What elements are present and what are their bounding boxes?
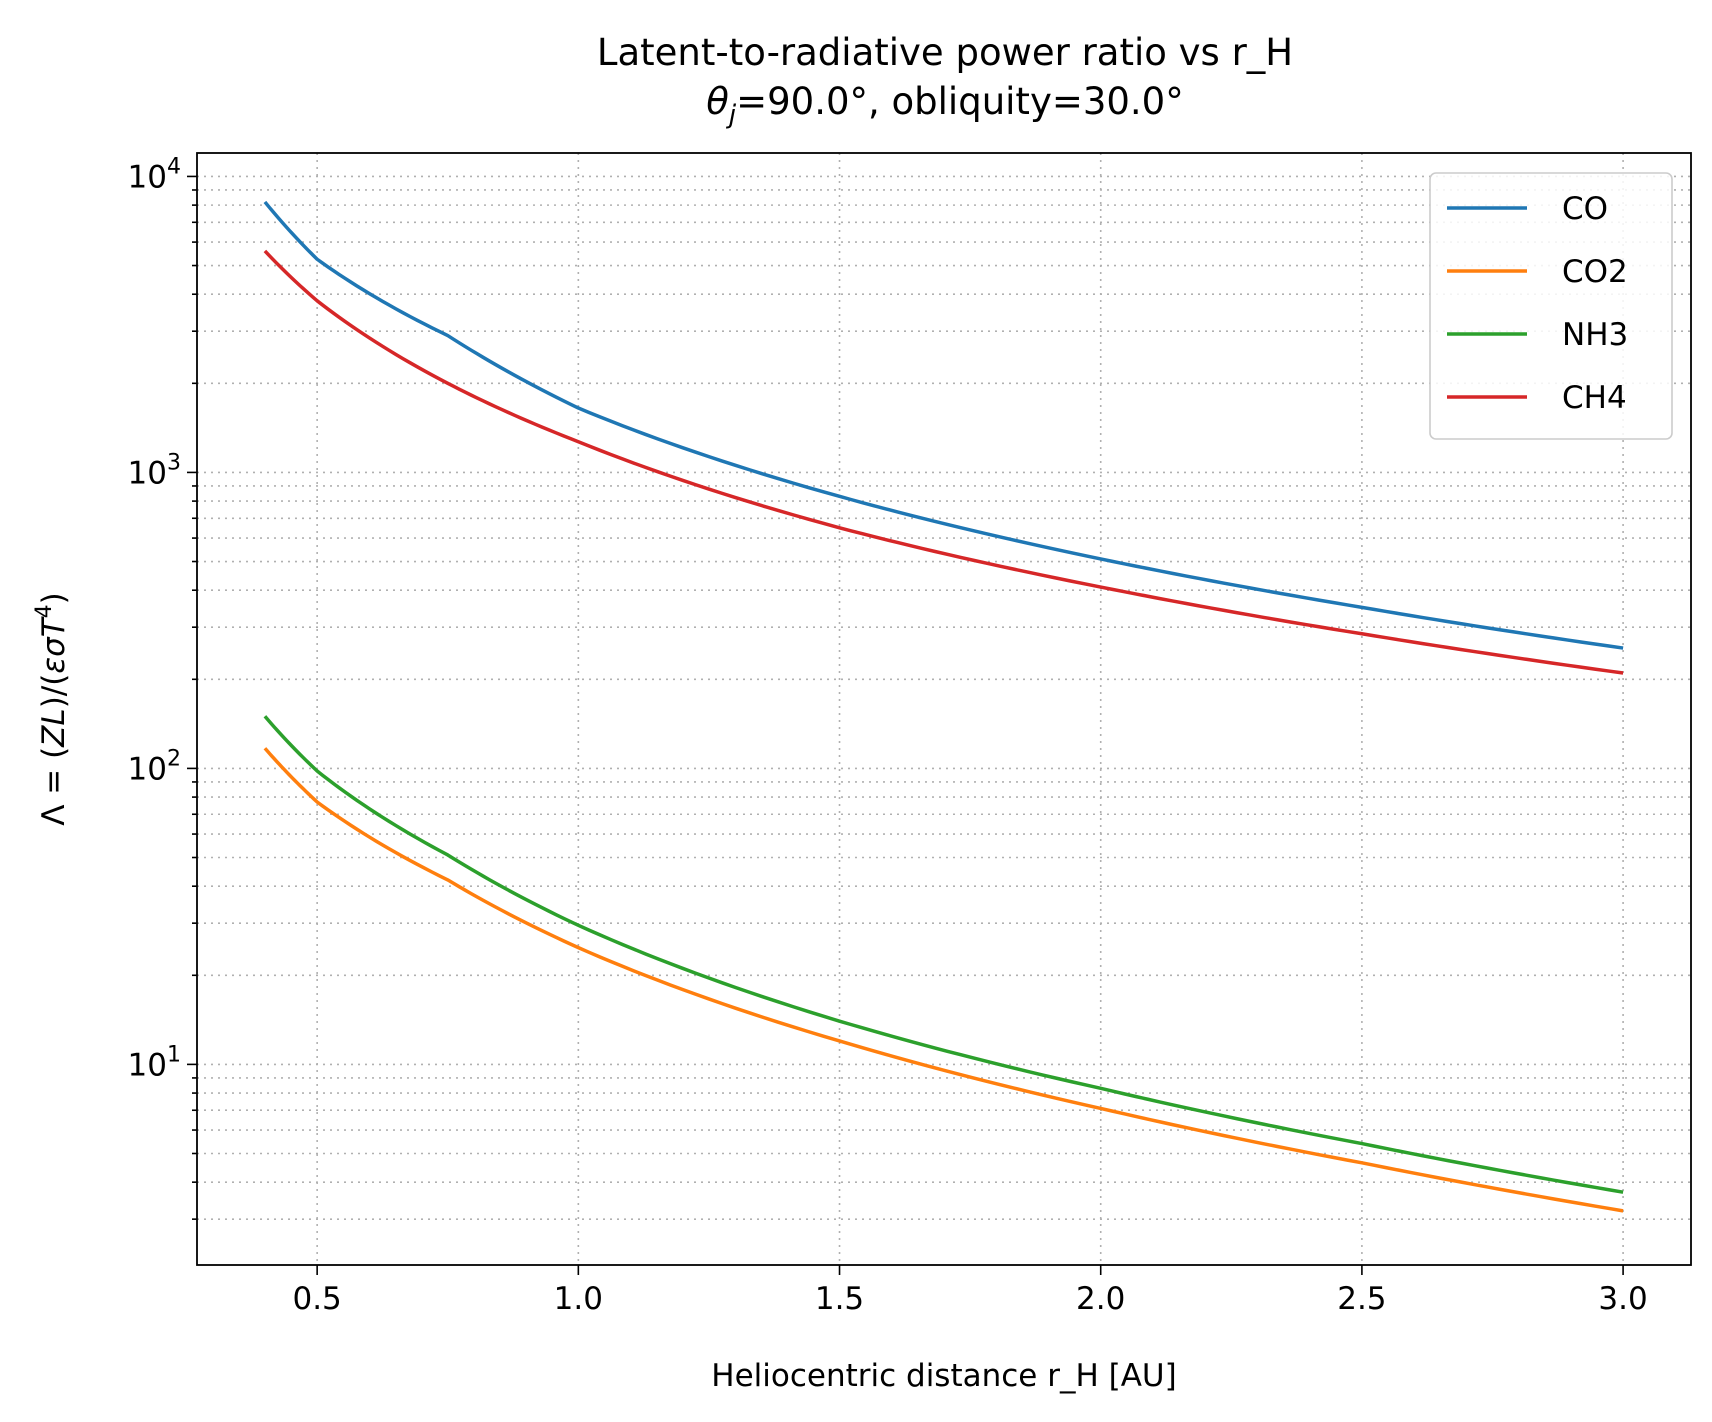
x-tick-label: 1.5: [815, 1281, 864, 1317]
y-axis-label: Λ = (ZL)/(εσT4): [32, 592, 72, 826]
ylabel-exponent: 4: [32, 604, 57, 618]
x-tick-label: 0.5: [292, 1281, 341, 1317]
ylabel-zl: ZL: [36, 708, 72, 748]
plot-frame: [196, 152, 1692, 1266]
legend-label-ch4: CH4: [1562, 380, 1627, 416]
y-tick-label: 103: [128, 450, 181, 491]
axis-ticks: 0.5 1.0 1.5 2.0 2.5 3.0 101 102 103 104: [128, 154, 1648, 1317]
y-tick-label: 104: [128, 154, 181, 195]
ylabel-mid: )/(: [36, 674, 72, 709]
x-tick-label: 3.0: [1598, 1281, 1647, 1317]
y-tick-label: 102: [128, 746, 181, 787]
series-line-co: [263, 200, 1624, 650]
x-tick-label: 1.0: [554, 1281, 603, 1317]
x-tick-label: 2.0: [1076, 1281, 1125, 1317]
series-line-ch4: [263, 249, 1624, 675]
subtitle-rest: =90.0°, obliquity=30.0°: [736, 80, 1184, 123]
legend: CO CO2 NH3 CH4: [1429, 172, 1673, 440]
legend-box: [1429, 172, 1673, 440]
y-tick-label: 101: [128, 1042, 181, 1083]
ylabel-rhs: ): [36, 592, 72, 604]
x-axis-label: Heliocentric distance r_H [AU]: [711, 1358, 1176, 1394]
series-lines: [263, 200, 1624, 1213]
ylabel-eps: εσT: [36, 616, 72, 673]
subtitle-theta: θ: [706, 80, 729, 123]
legend-label-nh3: NH3: [1562, 317, 1628, 353]
ylabel-lhs: Λ = (: [36, 747, 72, 826]
legend-label-co2: CO2: [1562, 254, 1628, 290]
chart-title: Latent-to-radiative power ratio vs r_H: [597, 31, 1293, 74]
series-line-nh3: [263, 715, 1624, 1194]
chart-subtitle: θj=90.0°, obliquity=30.0°: [706, 80, 1183, 130]
series-line-co2: [263, 747, 1624, 1213]
legend-label-co: CO: [1562, 191, 1608, 227]
x-tick-label: 2.5: [1337, 1281, 1386, 1317]
subtitle-theta-subscript: j: [726, 100, 737, 130]
